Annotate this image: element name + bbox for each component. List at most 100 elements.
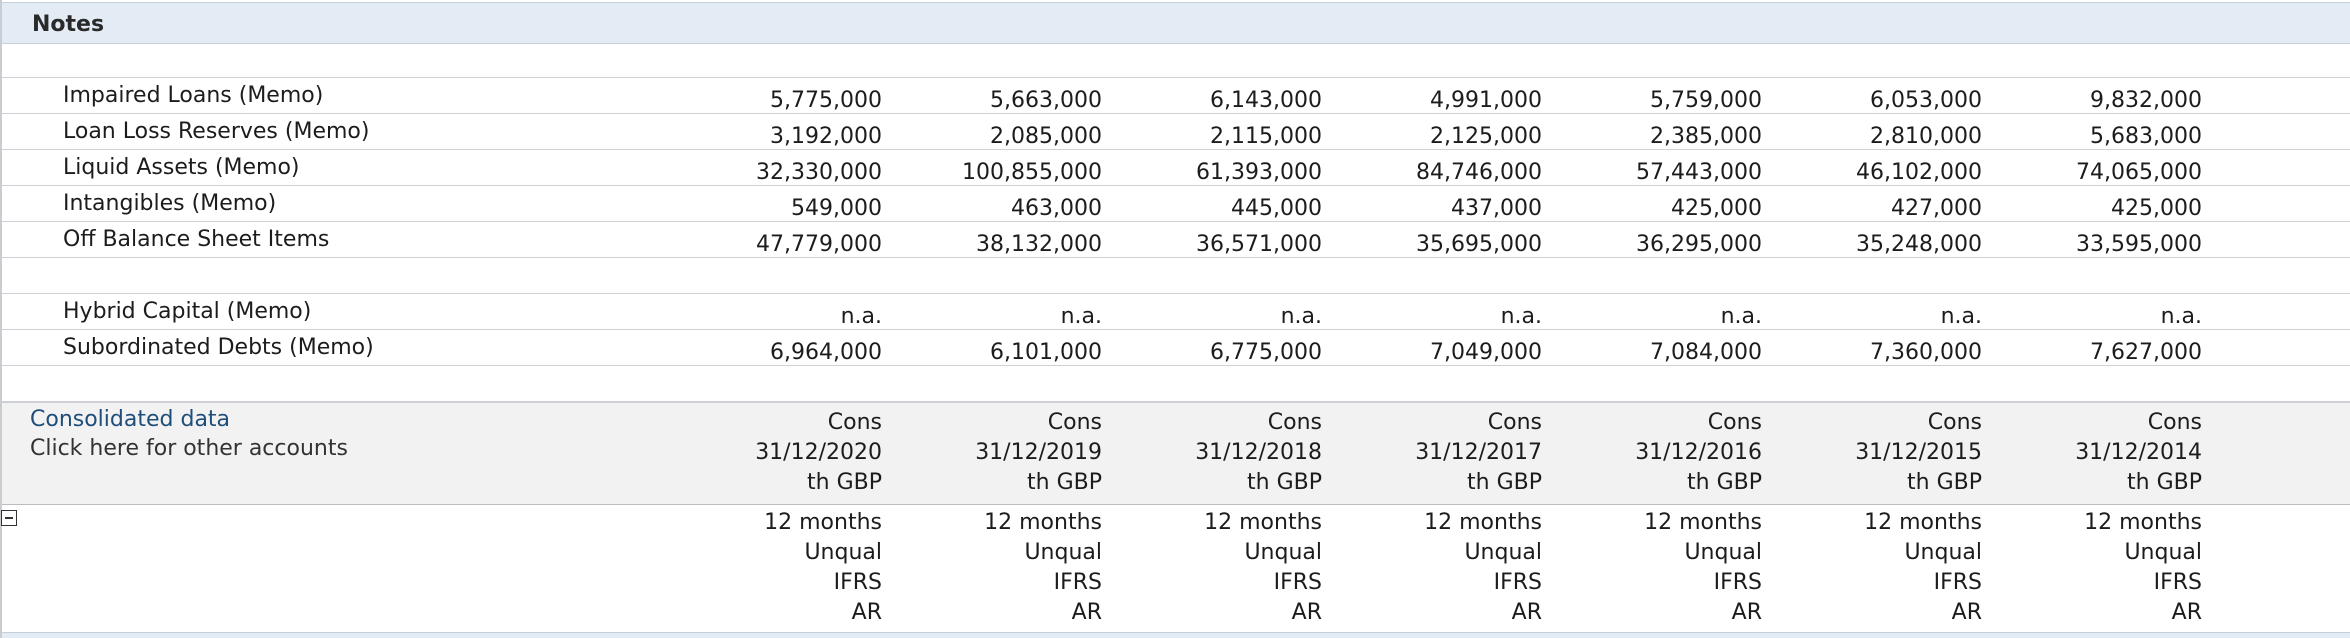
value-cell: n.a. xyxy=(2160,304,2202,329)
value-cell: n.a. xyxy=(1940,304,1982,329)
value-cell: 36,295,000 xyxy=(1636,232,1762,257)
column-audit: Unqual xyxy=(1244,540,1322,565)
value-cell: 7,360,000 xyxy=(1870,340,1982,365)
value-cell: 425,000 xyxy=(1671,196,1762,221)
column-source: AR xyxy=(1951,600,1982,625)
value-cell: 5,759,000 xyxy=(1650,88,1762,113)
value-cell: 35,248,000 xyxy=(1856,232,1982,257)
value-cell: n.a. xyxy=(840,304,882,329)
column-source: AR xyxy=(1511,600,1542,625)
column-type: Cons xyxy=(1047,410,1102,435)
row-divider xyxy=(2,329,2350,330)
column-audit: Unqual xyxy=(1904,540,1982,565)
value-cell: 2,115,000 xyxy=(1210,124,1322,149)
column-date: 31/12/2020 xyxy=(755,440,882,465)
value-cell: 4 xyxy=(2122,196,2350,221)
value-cell: 35,695,000 xyxy=(1416,232,1542,257)
value-cell: 2,385,000 xyxy=(1650,124,1762,149)
value-cell: 74,065,000 xyxy=(2076,160,2202,185)
value-cell: 3,192,000 xyxy=(770,124,882,149)
value-cell: 2,810,000 xyxy=(1870,124,1982,149)
value-cell: 463,000 xyxy=(1011,196,1102,221)
row-divider xyxy=(2,401,2350,402)
column-audit: Unqual xyxy=(1024,540,1102,565)
column-date: 31/12/2014 xyxy=(2075,440,2202,465)
value-cell: 5,663,000 xyxy=(990,88,1102,113)
column-standard: IFRS xyxy=(2153,570,2202,595)
column-period: 12 months xyxy=(1204,510,1322,535)
value-cell: 437,000 xyxy=(1451,196,1542,221)
value-cell: 6,101,000 xyxy=(990,340,1102,365)
value-cell: 84,746,000 xyxy=(1416,160,1542,185)
column-unit: th GBP xyxy=(1027,470,1102,495)
column-period: 12 months xyxy=(2084,510,2202,535)
value-cell: 7,084,000 xyxy=(1650,340,1762,365)
value-cell: 4,991,000 xyxy=(1430,88,1542,113)
other-accounts-link[interactable]: Click here for other accounts xyxy=(30,436,348,461)
column-unit: th GBP xyxy=(1687,470,1762,495)
column-date: 31/12 xyxy=(2122,440,2350,465)
value-cell: 445,000 xyxy=(1231,196,1322,221)
value-cell: 32,330,000 xyxy=(756,160,882,185)
column-period: 12 months xyxy=(984,510,1102,535)
value-cell: 13,3 xyxy=(2122,340,2350,365)
value-cell: 5,683,000 xyxy=(2090,124,2202,149)
row-label: Hybrid Capital (Memo) xyxy=(63,299,312,324)
column-type: Cons xyxy=(2147,410,2202,435)
column-date: 31/12/2015 xyxy=(1855,440,1982,465)
column-period: 12 months xyxy=(1644,510,1762,535)
row-label: Loan Loss Reserves (Memo) xyxy=(63,119,370,144)
value-cell: 7,049,000 xyxy=(1430,340,1542,365)
column-standard: IFRS xyxy=(1273,570,1322,595)
value-cell: 36,571,000 xyxy=(1196,232,1322,257)
column-source: AR xyxy=(1731,600,1762,625)
column-date: 31/12/2019 xyxy=(975,440,1102,465)
value-cell: n.a. xyxy=(1060,304,1102,329)
column-type: Cons xyxy=(1267,410,1322,435)
value-cell: 6,775,000 xyxy=(1210,340,1322,365)
value-cell: 6,964,000 xyxy=(770,340,882,365)
value-cell: 57,443,000 xyxy=(1636,160,1762,185)
row-divider xyxy=(2,365,2350,366)
value-cell: 9,832,000 xyxy=(2090,88,2202,113)
collapse-icon[interactable] xyxy=(1,510,17,526)
column-period: 12 months xyxy=(1864,510,1982,535)
column-audit: Unqual xyxy=(804,540,882,565)
row-label: Subordinated Debts (Memo) xyxy=(63,335,374,360)
column-source: AR xyxy=(1071,600,1102,625)
column-audit: Unqual xyxy=(1684,540,1762,565)
value-cell: 6,143,000 xyxy=(1210,88,1322,113)
column-date: 31/12/2018 xyxy=(1195,440,1322,465)
column-standard: IFRS xyxy=(1713,570,1762,595)
column-type: Cons xyxy=(1707,410,1762,435)
row-label: Intangibles (Memo) xyxy=(63,191,277,216)
row-divider xyxy=(2,185,2350,186)
column-period: 12 months xyxy=(1424,510,1542,535)
value-cell: n.a. xyxy=(1500,304,1542,329)
row-divider xyxy=(2,149,2350,150)
column-type: Cons xyxy=(1487,410,1542,435)
value-cell: 2,085,000 xyxy=(990,124,1102,149)
column-unit: th GBP xyxy=(1247,470,1322,495)
column-date: 31/12/2016 xyxy=(1635,440,1762,465)
value-cell: 7,627,000 xyxy=(2090,340,2202,365)
notes-section-header: Notes xyxy=(2,2,2350,44)
value-cell: 6,053,000 xyxy=(1870,88,1982,113)
consolidated-data-link[interactable]: Consolidated data xyxy=(30,407,231,432)
column-unit: th GBP xyxy=(2127,470,2202,495)
consolidated-header-band xyxy=(2,402,2350,505)
value-cell: 46,102,000 xyxy=(1856,160,1982,185)
value-cell: 100,855,000 xyxy=(962,160,1102,185)
value-cell: 25,0 xyxy=(2122,88,2350,113)
bottom-band xyxy=(2,632,2350,638)
notes-title: Notes xyxy=(32,12,105,37)
value-cell: 251,4 xyxy=(2122,160,2350,185)
value-cell: 549,000 xyxy=(791,196,882,221)
value-cell: 425,000 xyxy=(2111,196,2202,221)
column-period: 12 months xyxy=(764,510,882,535)
value-cell: 47,779,000 xyxy=(756,232,882,257)
row-divider xyxy=(2,77,2350,78)
column-source: AR xyxy=(851,600,882,625)
row-label: Liquid Assets (Memo) xyxy=(63,155,300,180)
